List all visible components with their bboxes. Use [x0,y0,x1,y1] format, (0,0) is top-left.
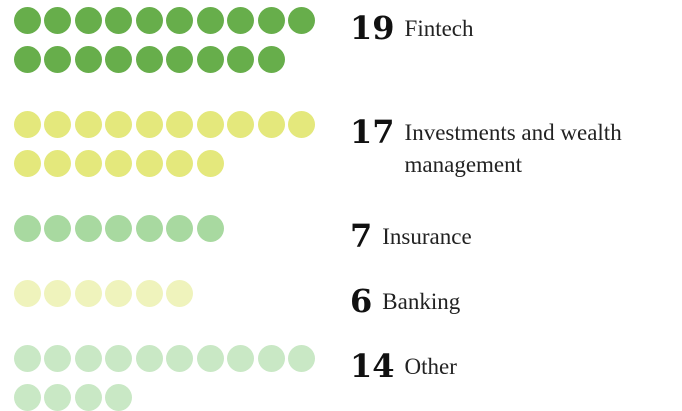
dot [196,149,224,177]
dot [74,214,102,242]
category-label: Fintech [404,16,474,41]
dot [135,214,163,242]
dot [227,344,254,372]
category-label: Banking [382,289,461,314]
dot [74,149,102,177]
category-label: Investments and wealth management [404,120,622,177]
dot [105,6,132,34]
dot [196,45,224,73]
dot [196,110,224,138]
dot [44,110,71,138]
dot [196,214,224,242]
dot [105,279,132,307]
dot [166,279,193,307]
dot [74,110,102,138]
dot [44,279,71,307]
dot [13,383,41,411]
dot [44,6,71,34]
dot [166,110,193,138]
dot [44,45,71,73]
dot [257,344,285,372]
dot [105,344,132,372]
dot [227,6,254,34]
dot [13,149,41,177]
dot [257,110,285,138]
dot [135,45,163,73]
dot [227,45,254,73]
dot [44,344,71,372]
dot [166,344,193,372]
count-label: 14 [350,347,395,385]
dot [74,45,102,73]
dot [74,6,102,34]
dot [166,149,193,177]
dot [196,6,224,34]
dot [105,383,132,411]
count-label: 19 [350,9,395,47]
dot [288,110,315,138]
dot [13,214,41,242]
dot [257,6,285,34]
dot [13,344,41,372]
dot [44,383,71,411]
dot [44,149,71,177]
dot [74,279,102,307]
dot [135,279,163,307]
dot [227,110,254,138]
dot [166,45,193,73]
category-label: Other [404,354,457,379]
dot [135,6,163,34]
dot [13,110,41,138]
dot [13,279,41,307]
category-label: Insurance [382,224,472,249]
dot [105,149,132,177]
dot [135,110,163,138]
dot [166,214,193,242]
dot [257,45,285,73]
dot [105,214,132,242]
count-label: 17 [350,113,395,151]
dot [105,45,132,73]
dot [44,214,71,242]
dot [196,344,224,372]
dot [105,110,132,138]
count-label: 7 [350,217,373,255]
dot [13,45,41,73]
dot [74,383,102,411]
dot [288,6,315,34]
count-label: 6 [350,282,373,320]
dot [166,6,193,34]
dot [135,344,163,372]
dot [288,344,315,372]
dot [74,344,102,372]
dot [13,6,41,34]
dot [135,149,163,177]
